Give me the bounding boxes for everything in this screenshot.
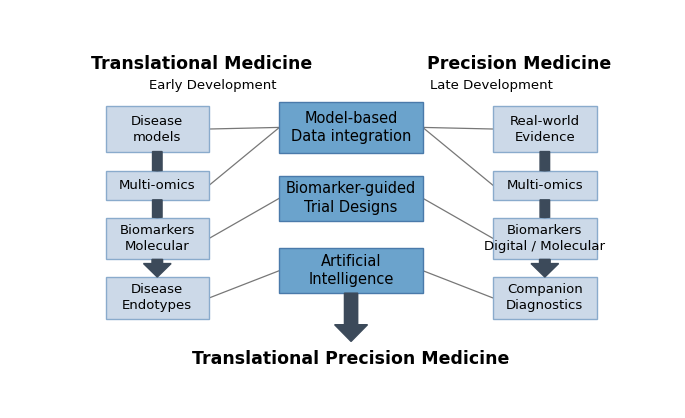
FancyBboxPatch shape	[493, 171, 597, 200]
Polygon shape	[531, 259, 559, 277]
FancyBboxPatch shape	[493, 217, 597, 259]
Text: Biomarkers
Molecular: Biomarkers Molecular	[120, 224, 195, 253]
Text: Multi-omics: Multi-omics	[119, 179, 196, 192]
Text: Precision Medicine: Precision Medicine	[427, 55, 611, 73]
Text: Disease
Endotypes: Disease Endotypes	[122, 283, 192, 313]
Text: Late Development: Late Development	[430, 79, 553, 92]
FancyBboxPatch shape	[279, 102, 423, 153]
Text: Translational Medicine: Translational Medicine	[91, 55, 312, 73]
Polygon shape	[153, 200, 162, 217]
Polygon shape	[334, 293, 368, 342]
Text: Artificial
Intelligence: Artificial Intelligence	[308, 254, 394, 288]
Text: Multi-omics: Multi-omics	[506, 179, 583, 192]
FancyBboxPatch shape	[105, 171, 209, 200]
Polygon shape	[153, 152, 162, 171]
Polygon shape	[540, 200, 549, 217]
Text: Early Development: Early Development	[149, 79, 277, 92]
Text: Model-based
Data integration: Model-based Data integration	[291, 111, 411, 144]
FancyBboxPatch shape	[493, 277, 597, 319]
Text: Companion
Diagnostics: Companion Diagnostics	[506, 283, 584, 313]
FancyBboxPatch shape	[279, 176, 423, 221]
Text: Translational Precision Medicine: Translational Precision Medicine	[192, 350, 510, 368]
Polygon shape	[540, 152, 549, 171]
Text: Real-world
Evidence: Real-world Evidence	[510, 115, 580, 143]
Polygon shape	[143, 259, 171, 277]
FancyBboxPatch shape	[105, 277, 209, 319]
FancyBboxPatch shape	[105, 217, 209, 259]
Text: Disease
models: Disease models	[131, 115, 184, 143]
FancyBboxPatch shape	[279, 248, 423, 293]
FancyBboxPatch shape	[493, 107, 597, 152]
Text: Biomarkers
Digital / Molecular: Biomarkers Digital / Molecular	[484, 224, 606, 253]
FancyBboxPatch shape	[105, 107, 209, 152]
Text: Biomarker-guided
Trial Designs: Biomarker-guided Trial Designs	[286, 181, 416, 215]
